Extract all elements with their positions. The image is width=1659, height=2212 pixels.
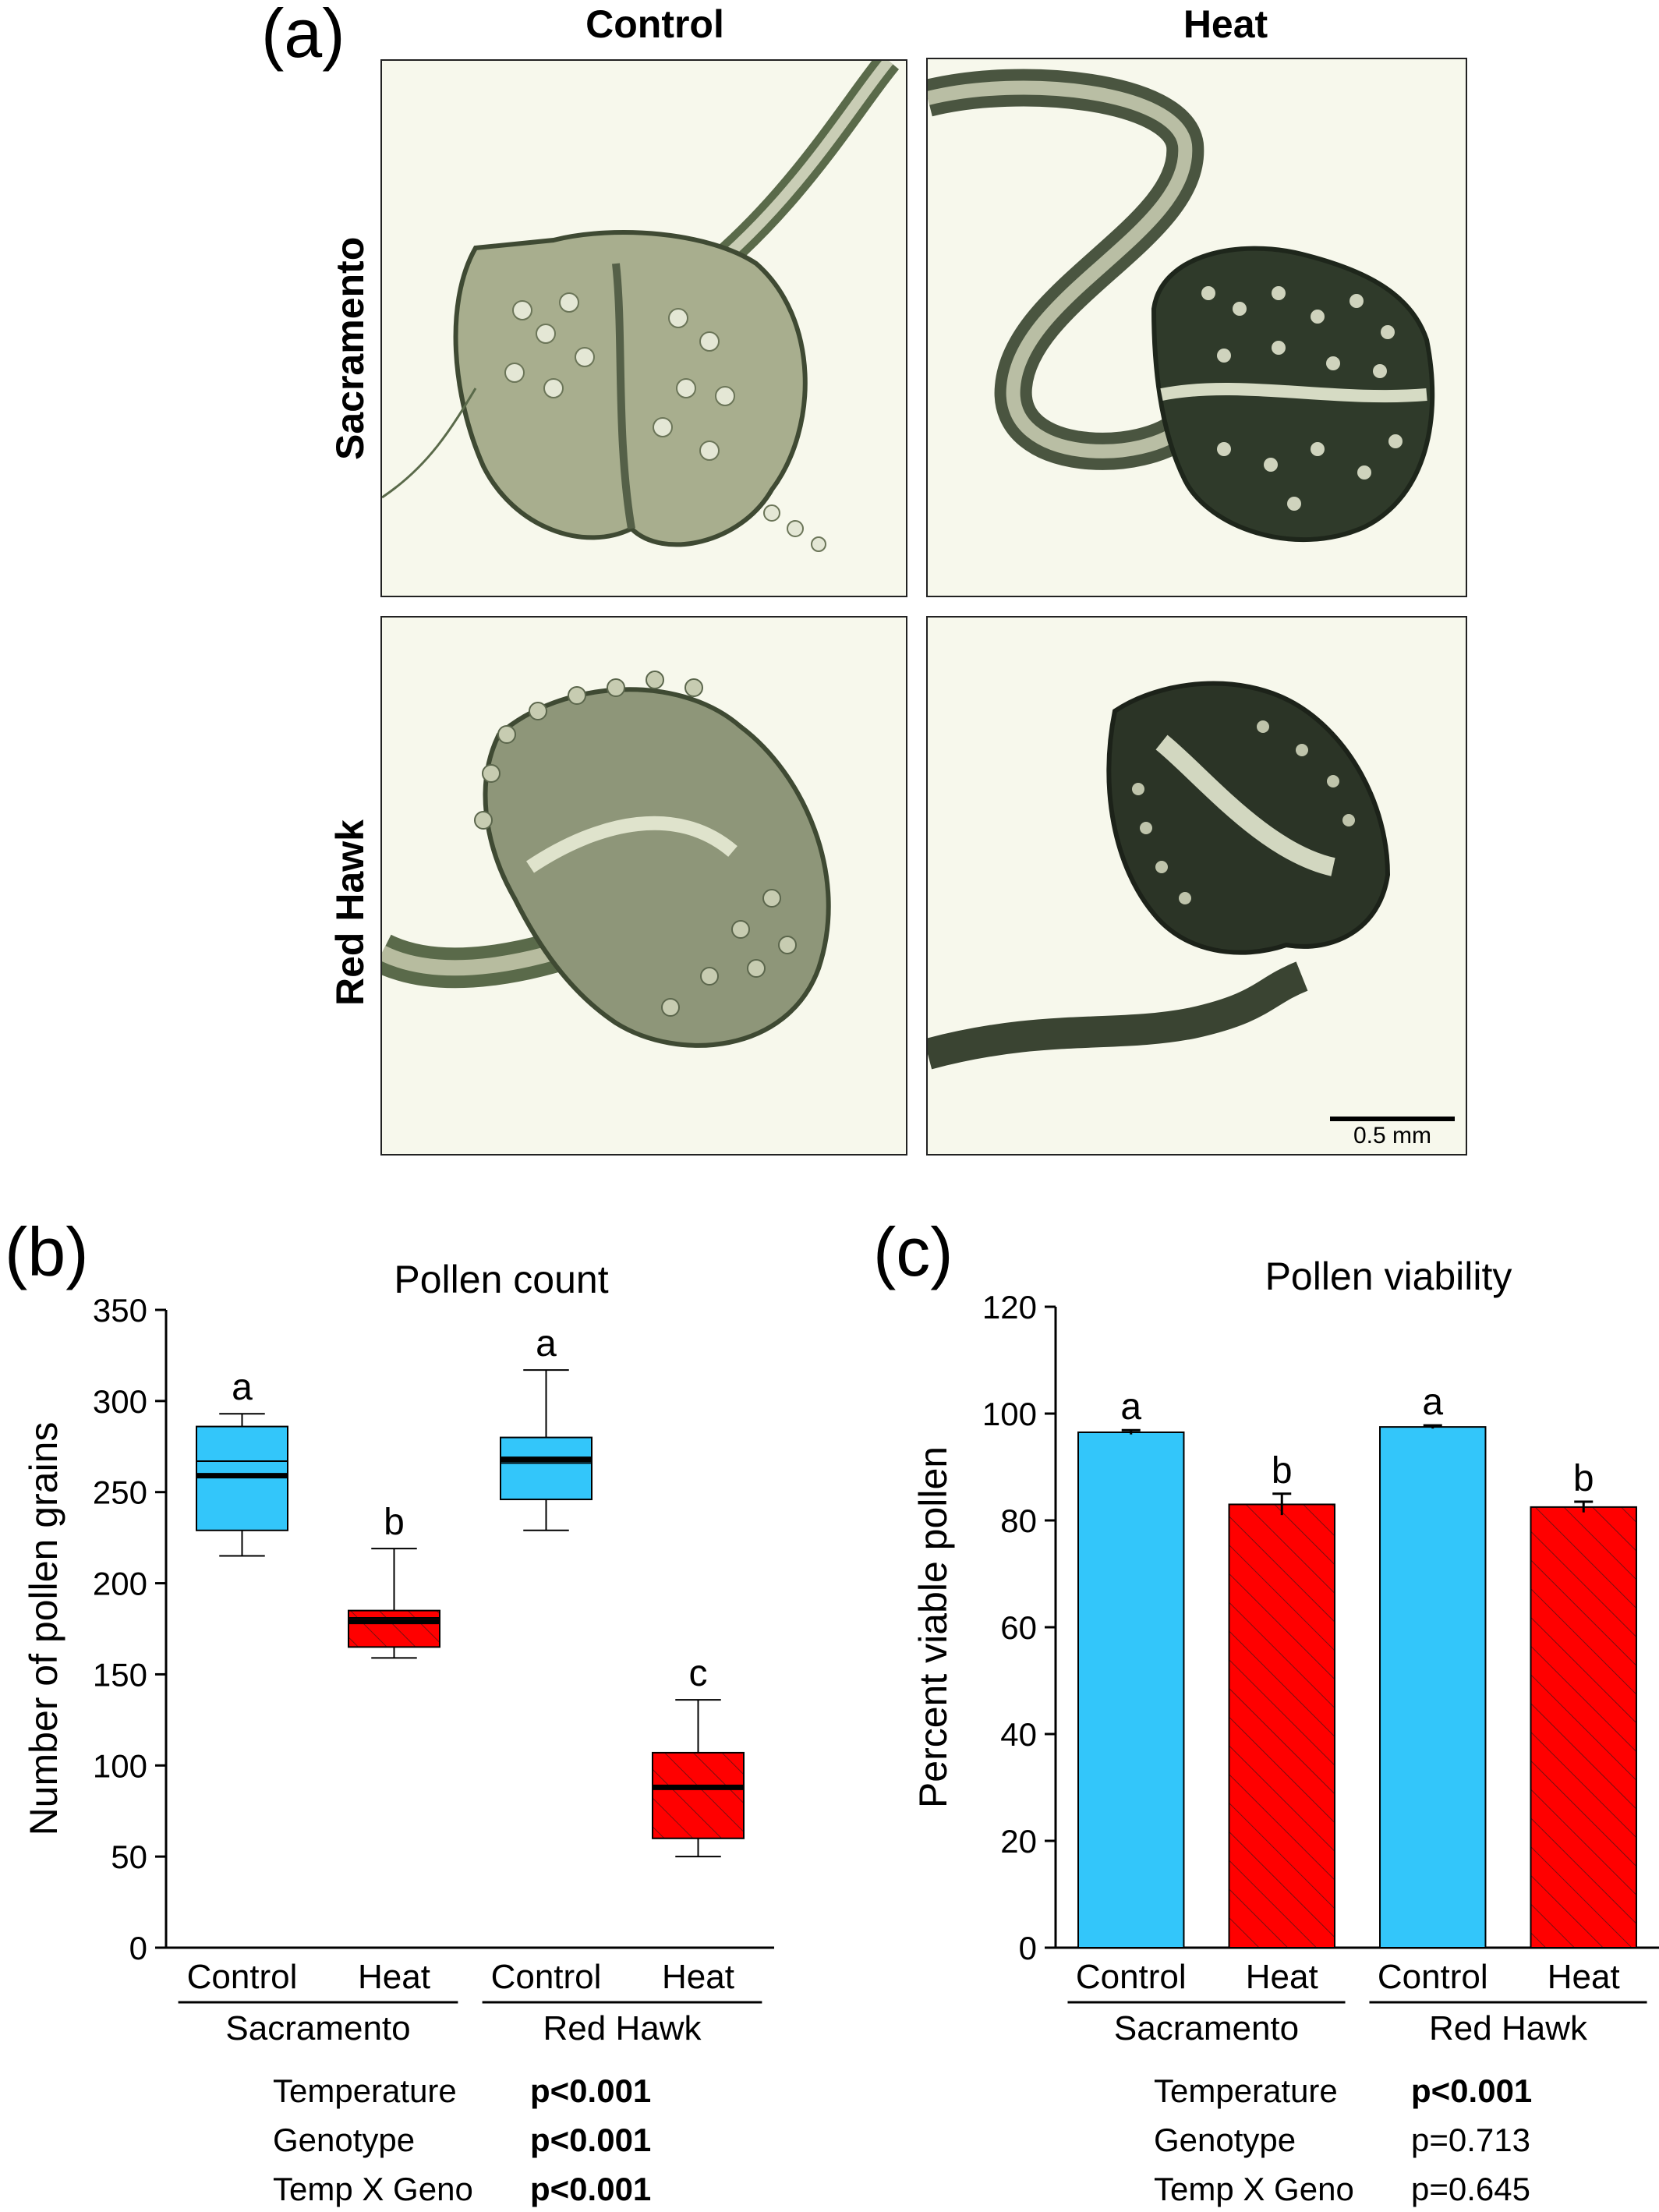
group-label: Sacramento [225,2009,410,2047]
x-category-label: Control [1076,1958,1187,1996]
group-label: Sacramento [1114,2009,1299,2047]
y-tick-label: 300 [93,1383,147,1420]
pollen-count-chart: 0 50 100 150 200 250 300 350 Pollen count Number … [22,1258,774,2047]
x-category-label: Control [187,1958,298,1996]
stats-name: Temperature [1154,2072,1338,2109]
x-category-label: Heat [1548,1958,1620,1996]
x-category-label: Heat [662,1958,734,1996]
column-header-heat: Heat [1183,2,1268,46]
stats-name: Genotype [1154,2122,1296,2158]
panel-b-letter: (b) [5,1213,89,1290]
group-label: Red Hawk [1429,2009,1588,2047]
y-tick-label: 350 [93,1292,147,1329]
y-tick-label: 50 [111,1839,147,1875]
x-category-label: Control [1378,1958,1488,1996]
y-tick-label: 250 [93,1474,147,1511]
y-tick-label: 0 [129,1930,147,1966]
y-tick-label: 100 [93,1747,147,1784]
y-tick-label: 0 [1019,1930,1037,1966]
y-tick-label: 40 [1000,1716,1037,1753]
panel-a-letter: (a) [261,0,345,72]
y-axis-label: Number of pollen grains [22,1422,65,1836]
y-tick-label: 20 [1000,1823,1037,1860]
scale-bar-label: 0.5 mm [1353,1123,1432,1148]
stats-name: Temp X Geno [273,2171,473,2207]
x-category-label: Heat [1246,1958,1318,1996]
chart-title: Pollen count [394,1258,608,1301]
column-header-control: Control [585,2,724,46]
significance-letter: a [1422,1382,1443,1423]
x-category-label: Heat [358,1958,430,1996]
y-tick-label: 200 [93,1566,147,1602]
significance-letter: b [1573,1458,1594,1499]
micrograph-sacramento-control [380,59,907,597]
stats-p-value: p=0.645 [1411,2171,1530,2207]
panel-c-letter: (c) [873,1213,953,1290]
stats-p-value: p=0.713 [1411,2122,1530,2158]
significance-letter: a [1120,1386,1141,1428]
stats-p-value: p<0.001 [530,2171,652,2207]
bar [1228,1503,1335,1948]
stats-name: Genotype [273,2122,416,2158]
box [652,1751,745,1839]
significance-letter: c [689,1653,708,1694]
y-tick-label: 120 [982,1289,1037,1325]
pollen-viability-chart: 0 20 40 60 80 100 120 Pollen viability Percent v… [911,1255,1659,2047]
micrograph-sacramento-heat [926,58,1467,597]
bar [1077,1431,1185,1949]
micrograph-red-hawk-heat: 0.5 mm [926,616,1467,1156]
stats-name: Temperature [273,2072,457,2109]
stats-p-value: p<0.001 [530,2072,652,2109]
y-axis-label: Percent viable pollen [911,1446,955,1808]
row-header-sacramento: Sacramento [328,236,372,460]
scale-bar [1330,1117,1455,1121]
y-tick-label: 60 [1000,1609,1037,1646]
group-label: Red Hawk [543,2009,702,2047]
stats-name: Temp X Geno [1154,2171,1354,2207]
box [500,1436,592,1501]
stats-p-value: p<0.001 [1411,2072,1533,2109]
box [348,1609,440,1648]
y-tick-label: 80 [1000,1502,1037,1539]
x-category-label: Control [491,1958,602,1996]
chart-title: Pollen viability [1265,1255,1512,1298]
significance-letter: a [536,1323,557,1364]
y-tick-label: 100 [982,1396,1037,1432]
stats-p-value: p<0.001 [530,2122,652,2158]
bar [1379,1426,1487,1948]
box [196,1425,288,1531]
significance-letter: b [384,1502,405,1543]
row-header-red-hawk: Red Hawk [328,819,372,1006]
significance-letter: a [232,1367,253,1408]
y-tick-label: 150 [93,1656,147,1693]
bar [1530,1506,1637,1948]
micrograph-red-hawk-control [380,616,907,1156]
significance-letter: b [1272,1450,1293,1492]
